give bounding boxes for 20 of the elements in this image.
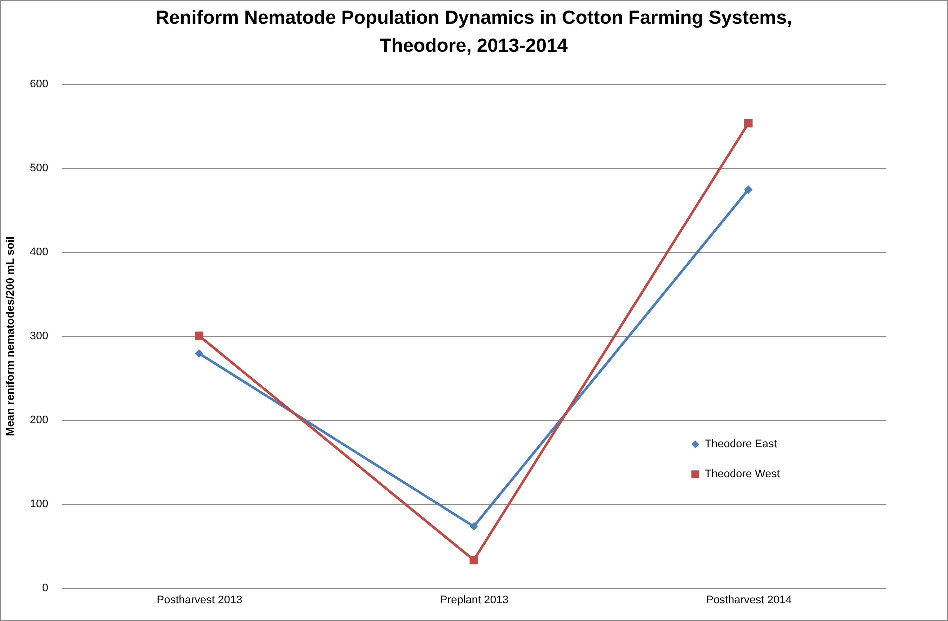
x-tick-label: Preplant 2013	[440, 594, 509, 606]
y-tick-label: 400	[30, 246, 48, 258]
chart-title: Reniform Nematode Population Dynamics in Cotton Farming Systems, Theodore, 2013-2014	[156, 8, 792, 57]
y-tick-label: 500	[30, 162, 48, 174]
y-tick-label: 200	[30, 414, 48, 426]
x-tick-label: Postharvest 2013	[157, 594, 243, 606]
point	[470, 522, 478, 531]
y-tick-label: 100	[30, 498, 48, 510]
x-tick-label: Postharvest 2014	[706, 594, 792, 606]
y-tick-label: 600	[30, 78, 48, 90]
y-axis-title: Mean reniform nematodes/200 mL soil	[5, 236, 18, 436]
point	[470, 556, 478, 564]
y-tick-label: 0	[42, 582, 48, 594]
point	[195, 332, 204, 340]
point	[744, 186, 753, 194]
point	[744, 119, 753, 128]
legend-label: Theodore West	[705, 468, 780, 480]
point	[195, 349, 204, 358]
y-tick-label: 300	[30, 330, 48, 342]
legend-label: Theodore East	[705, 438, 778, 450]
